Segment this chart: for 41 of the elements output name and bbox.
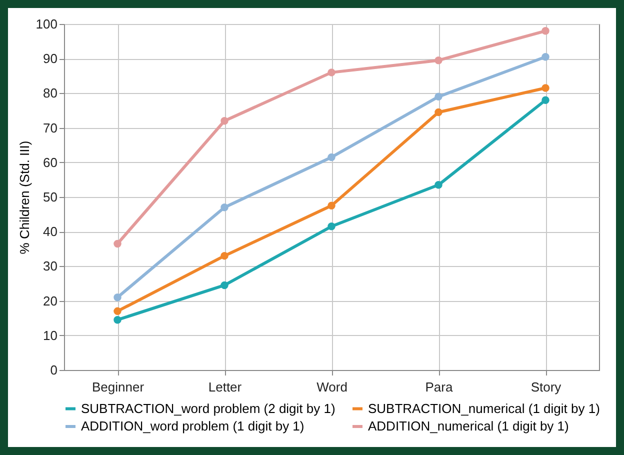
point (434, 108, 442, 116)
y-tick-label: 0 (50, 362, 58, 378)
x-tick-label: Word (316, 380, 348, 394)
point (328, 202, 336, 210)
legend-label: ADDITION_numerical (1 digit by 1) (368, 418, 569, 434)
y-tick-label: 20 (43, 293, 58, 308)
point (542, 53, 550, 61)
x-tick-label: Story (530, 380, 562, 394)
point (542, 96, 550, 104)
point (542, 27, 550, 35)
x-tick-label: Beginner (92, 380, 145, 394)
y-tick-label: 50 (43, 190, 58, 204)
x-tick-label: Letter (208, 380, 242, 394)
point (542, 84, 550, 92)
point (114, 307, 122, 316)
y-tick-label: 40 (43, 224, 58, 240)
point (328, 68, 336, 76)
point (220, 281, 228, 290)
legend-label: SUBTRACTION_numerical (1 digit by 1) (368, 400, 600, 416)
y-tick-label: 10 (43, 328, 58, 343)
point (434, 56, 442, 64)
point (220, 117, 228, 125)
legend-label: SUBTRACTION_word problem (2 digit by 1) (81, 400, 336, 416)
point (114, 240, 122, 248)
y-tick-label: 30 (43, 258, 58, 274)
point (114, 293, 122, 302)
y-tick-label: 60 (43, 154, 58, 170)
point (434, 92, 442, 101)
x-tick-label: Para (425, 380, 454, 394)
y-tick-label: 80 (43, 86, 58, 101)
point (328, 153, 336, 162)
point (114, 316, 122, 324)
point (328, 222, 336, 230)
y-axis-title: % Children (Std. III) (16, 140, 32, 254)
y-tick-label: 100 (36, 16, 58, 32)
legend-label: ADDITION_word problem (1 digit by 1) (81, 418, 304, 434)
point (220, 252, 228, 260)
point (434, 181, 442, 189)
point (220, 204, 228, 212)
y-tick-label: 70 (43, 120, 58, 136)
y-tick-label: 90 (43, 51, 58, 66)
